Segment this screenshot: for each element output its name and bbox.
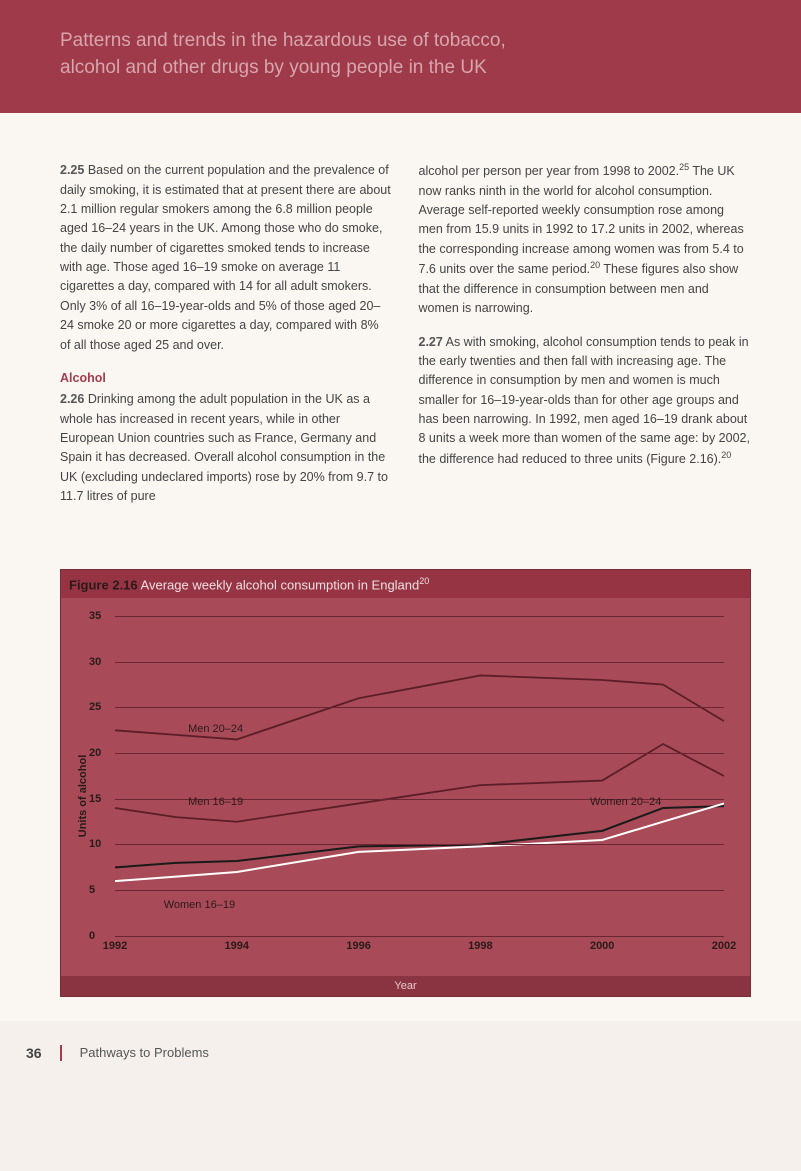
section-number: 2.27 (419, 335, 443, 349)
header-band: Patterns and trends in the hazardous use… (0, 0, 801, 113)
y-tick-label: 20 (89, 747, 101, 759)
series-label-women_20_24: Women 20–24 (590, 796, 661, 808)
y-tick-label: 0 (89, 930, 95, 942)
figure-title-bar: Figure 2.16 Average weekly alcohol consu… (60, 569, 751, 598)
left-column: 2.25 Based on the current population and… (60, 161, 393, 520)
header-line-2: alcohol and other drugs by young people … (60, 55, 741, 82)
y-tick-label: 30 (89, 656, 101, 668)
section-number: 2.26 (60, 392, 84, 406)
running-title: Pathways to Problems (80, 1045, 209, 1060)
para-text: Drinking among the adult population in t… (60, 392, 388, 503)
para-text: Based on the current population and the … (60, 163, 391, 351)
grid-line (115, 616, 724, 617)
chart-panel: Units of alcohol 0 5 10 15 20 25 30 35 Men 20–24… (60, 598, 751, 997)
para-2-25: 2.25 Based on the current population and… (60, 161, 393, 355)
figure-title: Average weekly alcohol consumption in En… (138, 577, 420, 592)
page-footer: 36 Pathways to Problems (0, 1021, 801, 1077)
x-tick-label: 1992 (103, 940, 127, 952)
superscript-ref: 25 (679, 162, 689, 172)
grid-line (115, 890, 724, 891)
para-text: The UK now ranks ninth in the world for … (419, 164, 744, 276)
x-tick-label: 1994 (225, 940, 249, 952)
x-axis-title: Year (61, 976, 750, 996)
para-2-26-cont: alcohol per person per year from 1998 to… (419, 161, 752, 318)
superscript-ref: 20 (419, 576, 429, 586)
subhead-alcohol: Alcohol (60, 369, 393, 388)
y-tick-label: 25 (89, 701, 101, 713)
para-2-26: 2.26 Drinking among the adult population… (60, 390, 393, 506)
grid-line (115, 707, 724, 708)
grid-line (115, 753, 724, 754)
series-label-men_16_19: Men 16–19 (188, 796, 243, 808)
x-tick-label: 1996 (346, 940, 370, 952)
x-tick-label: 2000 (590, 940, 614, 952)
para-text: alcohol per person per year from 1998 to… (419, 164, 680, 178)
para-text: As with smoking, alcohol consumption ten… (419, 335, 750, 466)
x-tick-label: 2002 (712, 940, 736, 952)
x-tick-label: 1998 (468, 940, 492, 952)
chart-lines (115, 616, 724, 936)
series-label-men_20_24: Men 20–24 (188, 723, 243, 735)
series-women_16_19 (115, 803, 724, 881)
grid-line (115, 844, 724, 845)
y-tick-label: 15 (89, 793, 101, 805)
superscript-ref: 20 (590, 260, 600, 270)
grid-line (115, 662, 724, 663)
series-women_20_24 (115, 806, 724, 867)
y-axis-label: Units of alcohol (77, 755, 89, 838)
page-content: 2.25 Based on the current population and… (0, 113, 801, 1021)
plot-region: 05101520253035Men 20–24Men 16–19Women 20… (115, 616, 724, 936)
x-axis: 199219941996199820002002 (115, 938, 724, 960)
superscript-ref: 20 (721, 450, 731, 460)
grid-line (115, 936, 724, 937)
section-number: 2.25 (60, 163, 84, 177)
y-tick-label: 10 (89, 838, 101, 850)
y-tick-label: 5 (89, 884, 95, 896)
figure-number: Figure 2.16 (69, 577, 138, 592)
series-label-women_16_19: Women 16–19 (164, 899, 235, 911)
figure-2-16: Figure 2.16 Average weekly alcohol consu… (60, 569, 751, 997)
y-tick-label: 35 (89, 610, 101, 622)
page-number: 36 (26, 1045, 62, 1061)
chart-area: Units of alcohol 05101520253035Men 20–24… (115, 616, 724, 976)
two-column-text: 2.25 Based on the current population and… (60, 161, 751, 520)
series-men_16_19 (115, 744, 724, 822)
right-column: alcohol per person per year from 1998 to… (419, 161, 752, 520)
para-2-27: 2.27 As with smoking, alcohol consumptio… (419, 333, 752, 470)
header-line-1: Patterns and trends in the hazardous use… (60, 28, 741, 55)
